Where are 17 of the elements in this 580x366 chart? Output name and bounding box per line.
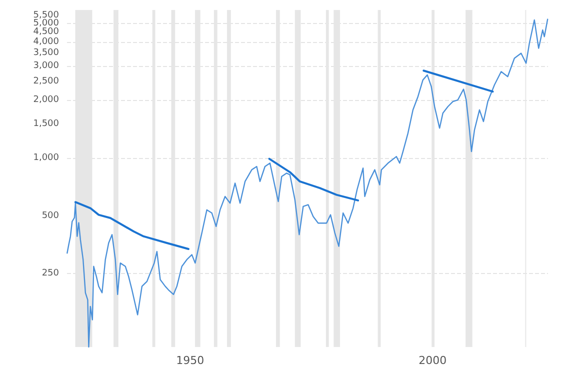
y-tick-label: 500	[42, 210, 60, 221]
y-tick-label: 2,000	[33, 94, 60, 105]
y-tick-label: 250	[42, 268, 60, 279]
y-tick-label: 5,000	[33, 18, 60, 28]
y-tick-label: 1,500	[33, 119, 60, 130]
y-tick-label: 4,500	[33, 27, 60, 38]
x-tick-label: 1950	[176, 354, 204, 366]
y-tick-label: 3,500	[33, 48, 60, 58]
y-tick-label: 5,500	[33, 10, 60, 20]
y-tick-label: 1,000	[33, 152, 60, 163]
line-series	[268, 158, 360, 202]
x-tick-label: 2000	[418, 354, 447, 366]
y-tick-label: 4,000	[33, 37, 60, 48]
line-series	[74, 201, 190, 250]
line-series	[66, 18, 548, 348]
y-tick-label: 2,500	[33, 76, 60, 86]
y-tick-label: 3,000	[33, 61, 60, 72]
